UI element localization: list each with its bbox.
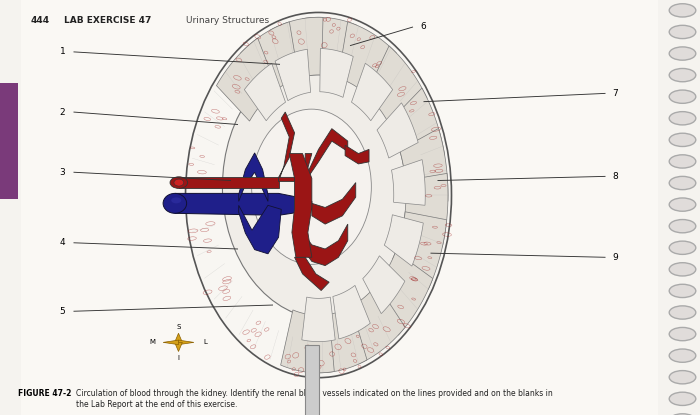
Polygon shape (384, 215, 424, 266)
Polygon shape (400, 129, 448, 201)
Ellipse shape (669, 176, 696, 190)
Polygon shape (302, 17, 356, 80)
Polygon shape (281, 310, 335, 373)
Ellipse shape (669, 349, 696, 362)
Polygon shape (175, 193, 312, 215)
Text: 7: 7 (612, 89, 618, 98)
Polygon shape (275, 49, 311, 101)
Polygon shape (333, 286, 370, 339)
Ellipse shape (669, 198, 696, 211)
Text: LAB EXERCISE 47: LAB EXERCISE 47 (64, 16, 152, 25)
Text: 2: 2 (60, 107, 65, 117)
Ellipse shape (669, 47, 696, 60)
Polygon shape (391, 160, 425, 205)
Polygon shape (175, 333, 182, 342)
Text: 4: 4 (60, 238, 65, 247)
Text: Circulation of blood through the kidney. Identify the renal blood vessels indica: Circulation of blood through the kidney.… (76, 389, 552, 409)
Text: 5: 5 (60, 307, 65, 316)
Polygon shape (351, 63, 393, 121)
Polygon shape (402, 173, 448, 247)
Ellipse shape (170, 177, 188, 188)
Polygon shape (302, 297, 335, 342)
Text: Urinary Structures: Urinary Structures (186, 16, 269, 25)
Polygon shape (320, 49, 354, 98)
Text: S: S (176, 324, 181, 330)
Polygon shape (377, 103, 418, 158)
Polygon shape (279, 112, 295, 181)
Polygon shape (239, 205, 281, 254)
Polygon shape (314, 306, 367, 373)
Polygon shape (372, 251, 433, 335)
Polygon shape (302, 224, 348, 266)
Ellipse shape (669, 306, 696, 319)
Ellipse shape (669, 284, 696, 298)
Polygon shape (312, 183, 356, 224)
Polygon shape (338, 22, 396, 99)
Polygon shape (279, 154, 312, 181)
Ellipse shape (669, 392, 696, 405)
Ellipse shape (669, 155, 696, 168)
FancyBboxPatch shape (0, 83, 18, 199)
Ellipse shape (669, 4, 696, 17)
Ellipse shape (163, 193, 187, 213)
Polygon shape (163, 340, 179, 344)
Polygon shape (270, 17, 323, 84)
Polygon shape (244, 63, 286, 121)
Text: 3: 3 (60, 168, 65, 177)
Text: L: L (203, 339, 207, 345)
Polygon shape (305, 129, 348, 181)
Polygon shape (175, 342, 182, 352)
Ellipse shape (669, 414, 696, 415)
Polygon shape (393, 212, 447, 289)
Ellipse shape (252, 109, 372, 264)
Polygon shape (241, 22, 299, 99)
Text: 9: 9 (612, 253, 618, 262)
Polygon shape (346, 284, 405, 364)
Polygon shape (345, 145, 369, 164)
Text: FIGURE 47-2: FIGURE 47-2 (18, 389, 71, 398)
FancyBboxPatch shape (21, 0, 658, 415)
Polygon shape (389, 88, 444, 168)
Ellipse shape (669, 68, 696, 82)
Ellipse shape (669, 90, 696, 103)
Polygon shape (239, 153, 268, 201)
Ellipse shape (669, 220, 696, 233)
Ellipse shape (669, 371, 696, 384)
Ellipse shape (186, 12, 452, 378)
Ellipse shape (669, 327, 696, 341)
Text: I: I (178, 355, 179, 361)
Polygon shape (295, 257, 329, 290)
Text: 1: 1 (60, 47, 65, 56)
Text: 444: 444 (30, 16, 49, 25)
Ellipse shape (669, 25, 696, 39)
Text: 6: 6 (420, 22, 426, 32)
Ellipse shape (669, 133, 696, 146)
Polygon shape (363, 256, 405, 314)
Polygon shape (366, 46, 427, 129)
Ellipse shape (223, 54, 428, 319)
Ellipse shape (669, 112, 696, 125)
Ellipse shape (669, 263, 696, 276)
Ellipse shape (172, 198, 181, 203)
Ellipse shape (669, 241, 696, 254)
Polygon shape (178, 340, 194, 344)
Text: M: M (149, 339, 155, 345)
Text: 8: 8 (612, 172, 618, 181)
Polygon shape (289, 154, 312, 257)
Polygon shape (304, 345, 318, 415)
Polygon shape (179, 177, 279, 188)
Polygon shape (216, 38, 277, 121)
Ellipse shape (174, 179, 183, 186)
